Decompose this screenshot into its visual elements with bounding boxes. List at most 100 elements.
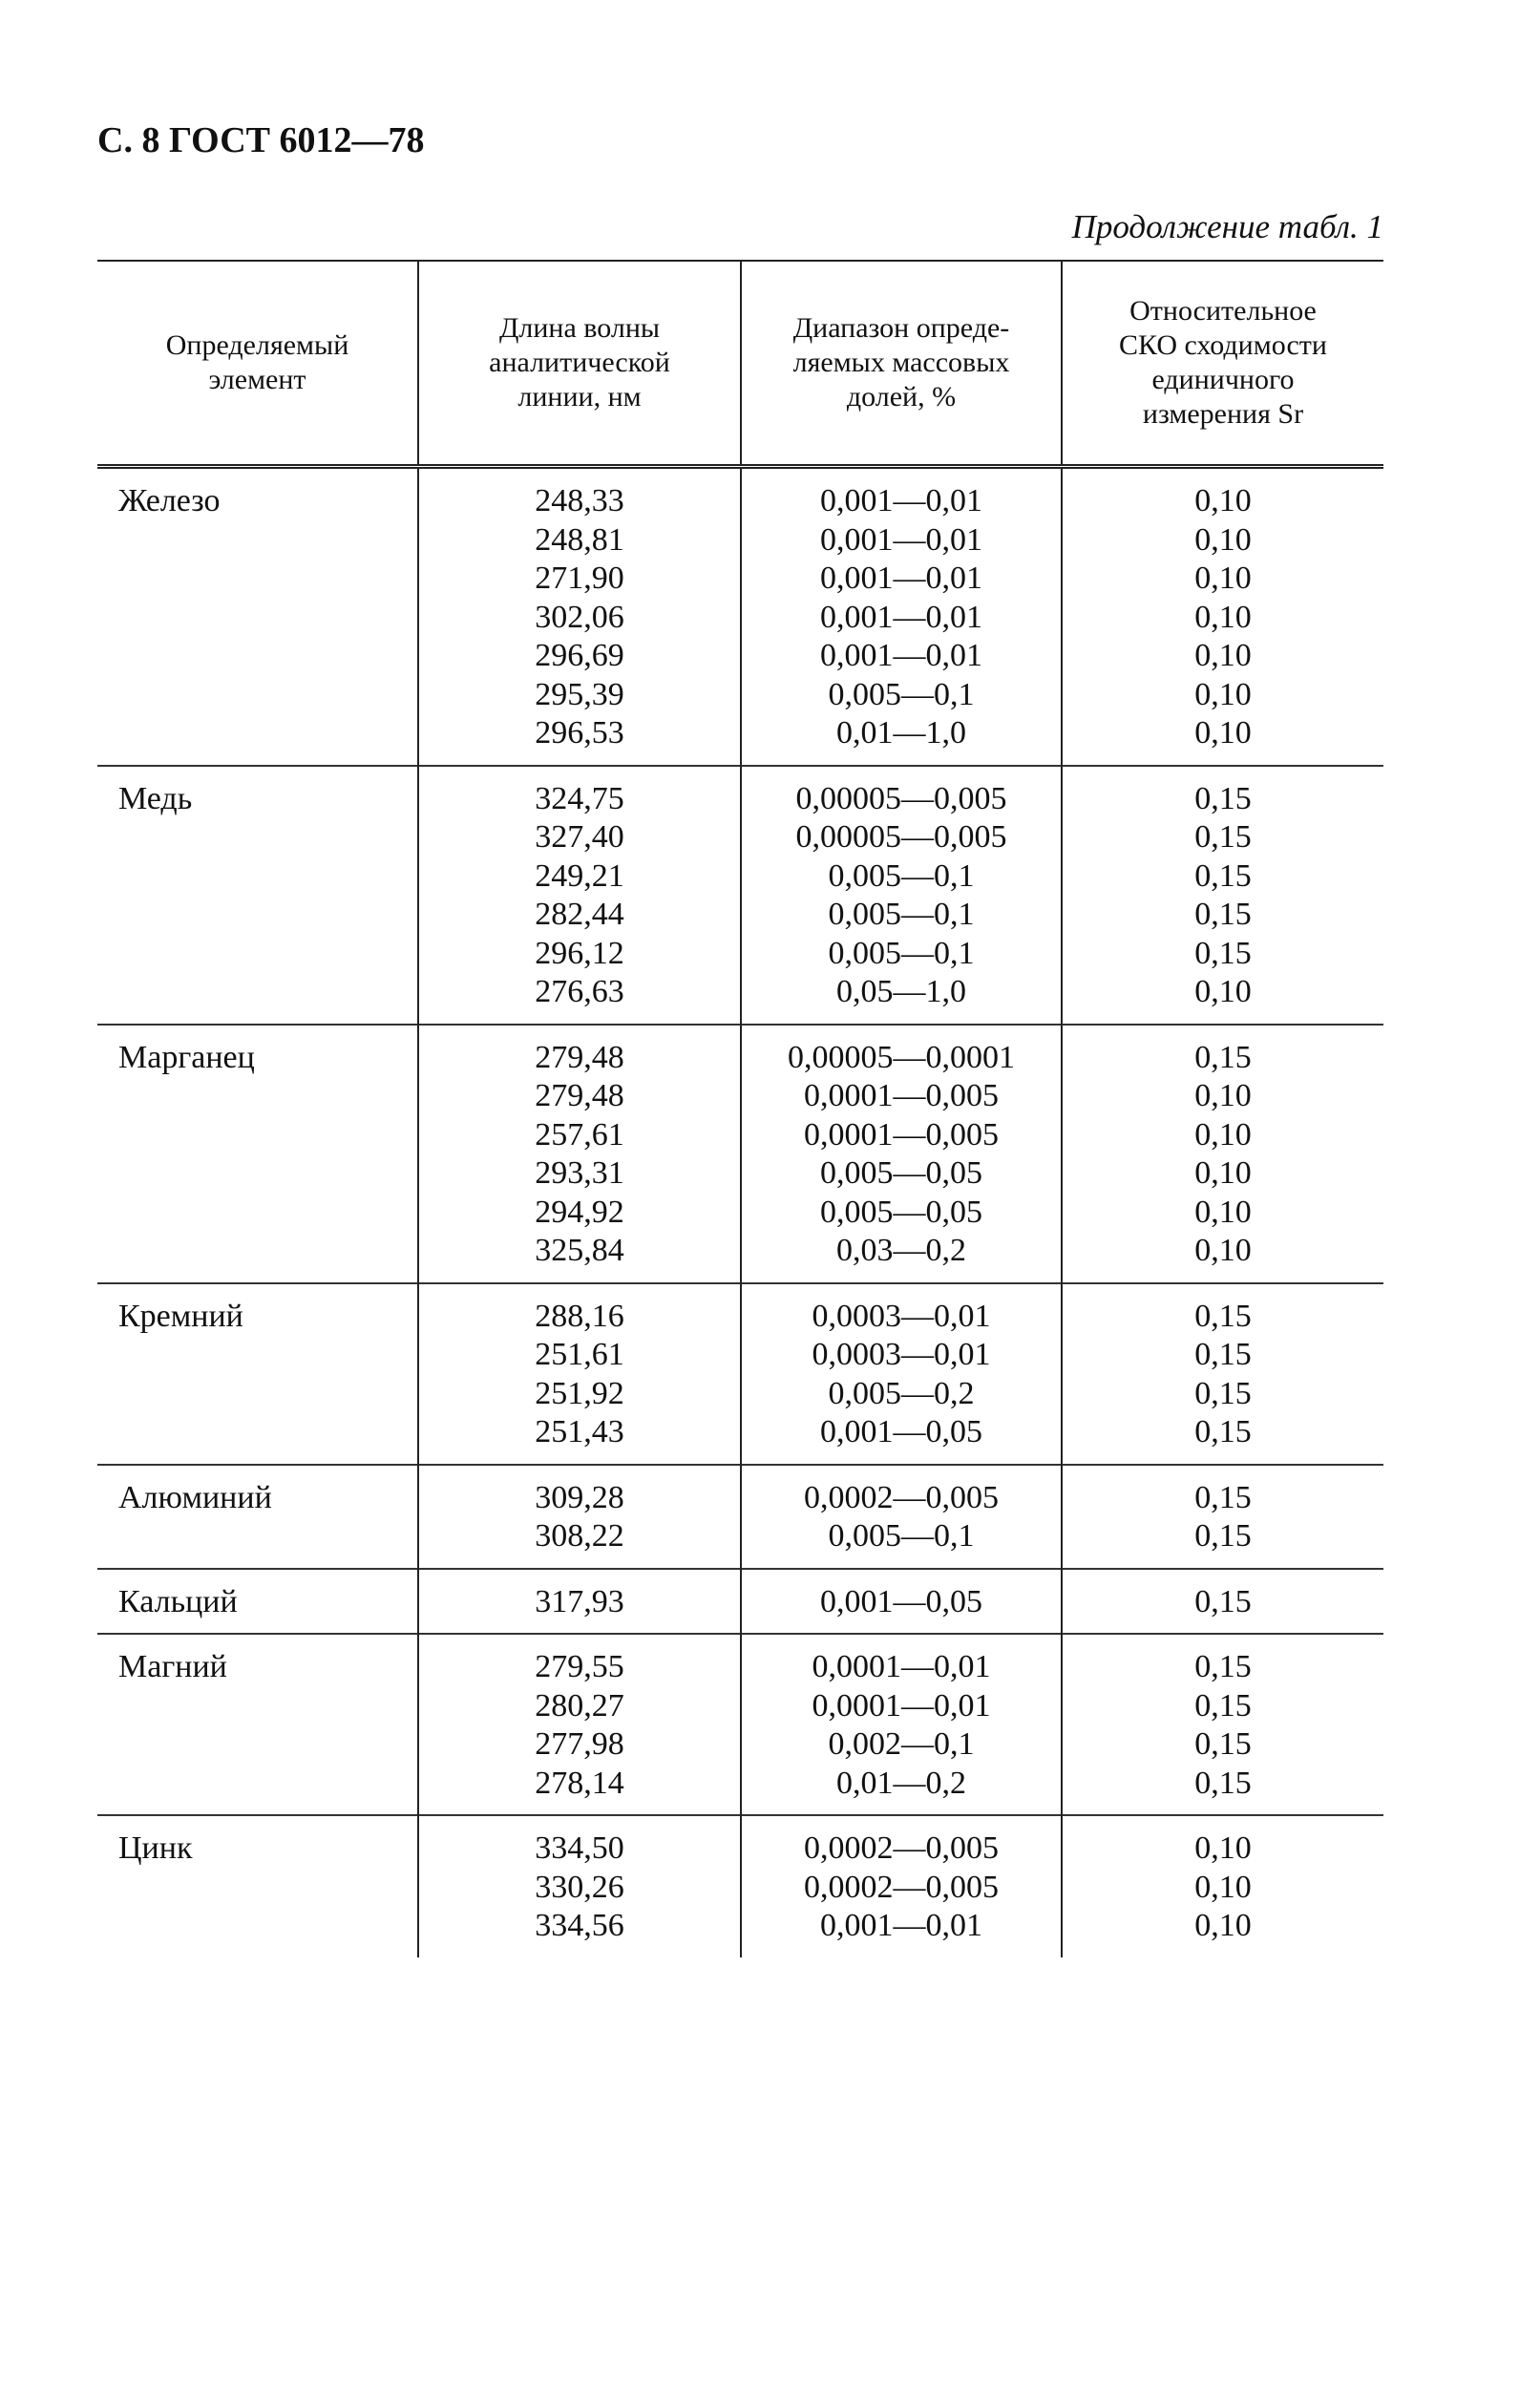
cell-value: 0,15	[1194, 1765, 1252, 1801]
value-cell: 0,0001—0,01 0,0001—0,01 0,002—0,1 0,01—0,2	[740, 1633, 1062, 1815]
group-row: Магний 279,55 280,27 277,98 278,14 0,0001—0,0…	[97, 1633, 1383, 1815]
cell-value: 248,33	[535, 483, 624, 518]
cell-value: 0,002—0,1	[828, 1726, 975, 1762]
element-cell: Медь	[97, 764, 418, 1025]
cell-value: 317,93	[535, 1583, 624, 1619]
value-cell: 0,15 0,15 0,15 0,15	[1061, 1281, 1383, 1465]
cell-value: 271,90	[535, 560, 624, 596]
group-row: Алюминий 309,28 308,22 0,0002—0,005 0,005—0,…	[97, 1463, 1383, 1569]
cell-value: 0,00005—0,005	[795, 780, 1007, 816]
value-cell: 0,10 0,10 0,10 0,10 0,10 0,10 0,10	[1061, 466, 1383, 766]
cell-value: 288,16	[535, 1298, 624, 1334]
cell-value: 0,001—0,01	[820, 560, 982, 596]
value-cell: 309,28 308,22	[417, 1463, 741, 1569]
value-cell: 279,48 279,48 257,61 293,31 294,92 325,84	[417, 1023, 741, 1283]
value-cell: 0,15	[1061, 1567, 1383, 1634]
header-line: Относительное	[1129, 295, 1317, 327]
header-line: единичного	[1151, 364, 1295, 395]
cell-value: 327,40	[535, 819, 624, 855]
cell-value: 0,15	[1194, 819, 1252, 855]
element-cell: Кремний	[97, 1281, 418, 1465]
cell-value: 324,75	[535, 780, 624, 816]
cell-value: 279,48	[535, 1039, 624, 1075]
value-cell: 0,0002—0,005 0,005—0,1	[740, 1463, 1062, 1569]
header-line: СКО сходимости	[1119, 329, 1327, 361]
element-cell: Марганец	[97, 1023, 418, 1283]
cell-value: 0,05—1,0	[836, 974, 966, 1009]
cell-value: 0,15	[1194, 897, 1252, 932]
cell-value: 0,0001—0,005	[804, 1116, 999, 1153]
cell-value: 330,26	[535, 1869, 624, 1905]
cell-value: 0,0001—0,01	[812, 1649, 991, 1684]
value-cell: 0,15 0,15 0,15 0,15 0,15 0,10	[1061, 764, 1383, 1025]
header-line: ляемых массовых	[792, 347, 1010, 378]
cell-value: 0,10	[1194, 599, 1252, 635]
cell-value: 0,10	[1194, 1908, 1252, 1943]
value-cell: 317,93	[417, 1567, 741, 1634]
cell-value: 296,69	[535, 638, 624, 673]
cell-value: 0,15	[1194, 1337, 1252, 1372]
cell-value: 0,005—0,1	[828, 676, 975, 712]
value-cell: 324,75 327,40 249,21 282,44 296,12 276,63	[417, 764, 741, 1025]
cell-value: 0,15	[1194, 857, 1252, 894]
cell-value: 280,27	[535, 1687, 624, 1724]
cell-value: 302,06	[535, 599, 624, 635]
element-cell: Кальций	[97, 1567, 418, 1634]
group-row: Марганец 279,48 279,48 257,61 293,31 294,92 32…	[97, 1023, 1383, 1283]
cell-value: 0,0001—0,01	[812, 1687, 991, 1724]
cell-value: 0,15	[1194, 1414, 1252, 1449]
cell-value: 295,39	[535, 676, 624, 712]
cell-value: 0,15	[1194, 1039, 1252, 1075]
cell-value: 0,001—0,01	[820, 483, 982, 518]
cell-value: 0,00005—0,005	[795, 819, 1007, 855]
header-line: долей, %	[846, 381, 957, 412]
cell-value: 0,10	[1194, 1155, 1252, 1191]
cell-value: 278,14	[535, 1765, 624, 1801]
value-cell: 0,15 0,15 0,15 0,15	[1061, 1633, 1383, 1815]
value-cell: 0,001—0,05	[740, 1567, 1062, 1634]
cell-value: 0,01—1,0	[836, 715, 966, 751]
cell-value: 0,001—0,01	[820, 638, 982, 673]
column-header: Определяемый элемент	[97, 260, 418, 469]
group-row: Кремний 288,16 251,61 251,92 251,43 0,0003—0,…	[97, 1281, 1383, 1465]
cell-value: 0,00005—0,0001	[788, 1039, 1015, 1075]
table: Определяемый элемент Длина волны аналитичес…	[97, 260, 1383, 1957]
element-cell: Алюминий	[97, 1463, 418, 1569]
cell-value: 0,001—0,01	[820, 1908, 982, 1943]
cell-value: 0,0002—0,005	[804, 1869, 999, 1905]
cell-value: 0,01—0,2	[836, 1765, 966, 1801]
cell-value: 0,001—0,01	[820, 599, 982, 635]
header-line: элемент	[208, 364, 306, 395]
header-line: измерения Sr	[1142, 398, 1304, 430]
value-cell: 288,16 251,61 251,92 251,43	[417, 1281, 741, 1465]
cell-value: 0,0001—0,005	[804, 1078, 999, 1113]
table-caption: Продолжение табл. 1	[1071, 208, 1383, 245]
value-cell: 0,00005—0,0001 0,0001—0,005 0,0001—0,005 0,…	[740, 1023, 1062, 1283]
cell-value: 0,10	[1194, 1078, 1252, 1113]
cell-value: 0,001—0,01	[820, 521, 982, 558]
table-body: Железо 248,33 248,81 271,90 302,06 296,69 295,…	[97, 466, 1383, 1957]
cell-value: 0,10	[1194, 1194, 1252, 1230]
cell-value: 0,15	[1194, 1479, 1252, 1515]
header-line: аналитической	[489, 347, 670, 378]
value-cell: 334,50 330,26 334,56	[417, 1814, 741, 1957]
cell-value: 0,0003—0,01	[812, 1337, 991, 1372]
cell-value: 0,10	[1194, 1830, 1252, 1866]
value-cell: 0,15 0,10 0,10 0,10 0,10 0,10	[1061, 1023, 1383, 1283]
cell-value: 0,15	[1194, 1375, 1252, 1411]
cell-value: 0,15	[1194, 1726, 1252, 1762]
cell-value: 257,61	[535, 1116, 624, 1153]
cell-value: 334,56	[535, 1908, 624, 1943]
group-row: Железо 248,33 248,81 271,90 302,06 296,69 295,…	[97, 466, 1383, 766]
cell-value: 276,63	[535, 974, 624, 1009]
group-row: Цинк 334,50 330,26 334,56 0,0002—0,005 0,0002…	[97, 1814, 1383, 1957]
cell-value: 279,48	[535, 1078, 624, 1113]
cell-value: 0,001—0,05	[820, 1414, 982, 1449]
element-cell: Цинк	[97, 1814, 418, 1957]
element-cell: Магний	[97, 1633, 418, 1815]
cell-value: 0,10	[1194, 974, 1252, 1009]
cell-value: 0,10	[1194, 638, 1252, 673]
cell-value: 0,005—0,1	[828, 897, 975, 932]
cell-value: 0,0002—0,005	[804, 1830, 999, 1866]
